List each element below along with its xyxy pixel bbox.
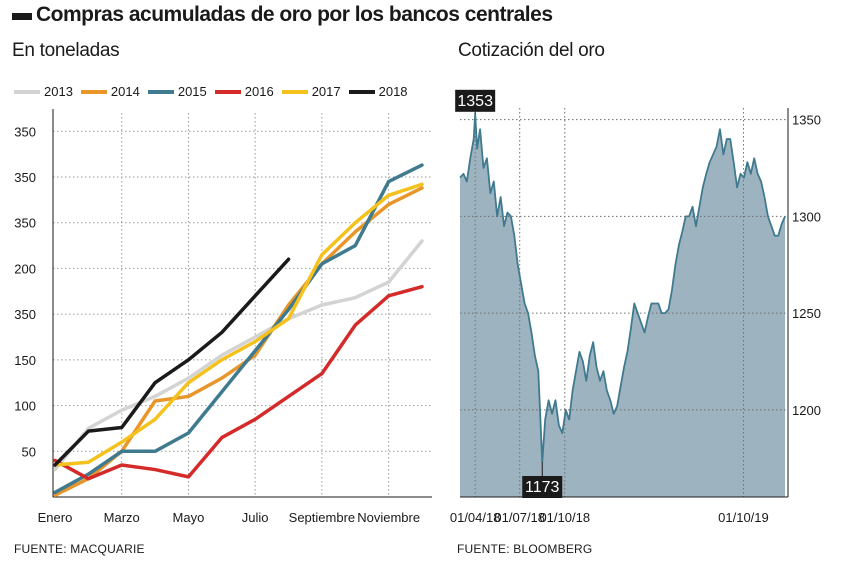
- x-tick-label: 01/04/18: [450, 510, 501, 525]
- right-source-note: FUENTE: BLOOMBERG: [457, 542, 593, 556]
- y-tick-label: 350: [14, 170, 36, 185]
- legend-swatch: [80, 89, 107, 94]
- legend-swatch: [14, 89, 40, 94]
- price-area: [460, 113, 786, 497]
- series-line-2017: [53, 182, 424, 467]
- legend-item-2014: 2014: [80, 84, 140, 99]
- x-tick-label: 01/10/18: [539, 510, 590, 525]
- annotation-box: [455, 89, 496, 112]
- x-tick-label: Noviembre: [357, 510, 420, 525]
- legend-label: 2016: [244, 84, 274, 99]
- series-line-2013: [53, 239, 424, 472]
- annotation-label: 1173: [525, 479, 560, 496]
- legend-swatch: [214, 89, 241, 94]
- x-tick-label: Enero: [38, 510, 73, 525]
- y-tick-label: 1250: [792, 306, 821, 321]
- legend-label: 2013: [44, 84, 73, 99]
- left-source-note: FUENTE: MACQUARIE: [14, 542, 145, 556]
- y-tick-label: 350: [14, 307, 36, 322]
- page-title: Compras acumuladas de oro por los bancos…: [36, 3, 553, 26]
- legend-swatch: [348, 89, 375, 94]
- left-panel-title: En toneladas: [12, 40, 120, 61]
- y-tick-label: 50: [22, 444, 36, 459]
- chart-legend: 2013 2014 2015 2016 2017 2018: [14, 84, 416, 99]
- title-accent-bar: [12, 12, 32, 20]
- legend-item-2017: 2017: [281, 84, 341, 99]
- legend-swatch: [147, 89, 174, 94]
- y-tick-label: 1350: [792, 113, 821, 128]
- x-tick-label: Marzo: [104, 510, 140, 525]
- legend-label: 2014: [110, 84, 140, 99]
- legend-label: 2017: [311, 84, 341, 99]
- legend-label: 2015: [177, 84, 207, 99]
- y-tick-label: 100: [14, 399, 36, 414]
- legend-item-2018: 2018: [348, 84, 408, 99]
- legend-label: 2018: [378, 84, 408, 99]
- y-tick-label: 350: [14, 124, 36, 139]
- x-tick-label: 01/10/19: [718, 510, 769, 525]
- annotation-label: 1353: [457, 93, 493, 110]
- y-tick-label: 1200: [792, 403, 821, 418]
- right-panel-title: Cotización del oro: [458, 40, 605, 61]
- legend-item-2015: 2015: [147, 84, 207, 99]
- legend-swatch: [281, 89, 308, 94]
- annotation-box: [522, 476, 563, 498]
- y-tick-label: 200: [14, 261, 36, 276]
- chart-header: Compras acumuladas de oro por los bancos…: [12, 3, 553, 26]
- x-tick-label: 01/07/18: [494, 510, 545, 525]
- legend-item-2016: 2016: [214, 84, 274, 99]
- series-line-2016: [53, 284, 424, 481]
- price-line: [459, 112, 786, 464]
- x-tick-label: Septiembre: [289, 510, 355, 525]
- x-tick-label: Mayo: [173, 510, 205, 525]
- series-line-2015: [53, 163, 424, 495]
- series-line-2018: [53, 257, 291, 467]
- y-tick-label: 350: [14, 216, 36, 231]
- y-tick-label: 150: [14, 353, 36, 368]
- y-tick-label: 1300: [792, 209, 821, 224]
- legend-item-2013: 2013: [14, 84, 73, 99]
- x-tick-label: Julio: [242, 510, 269, 525]
